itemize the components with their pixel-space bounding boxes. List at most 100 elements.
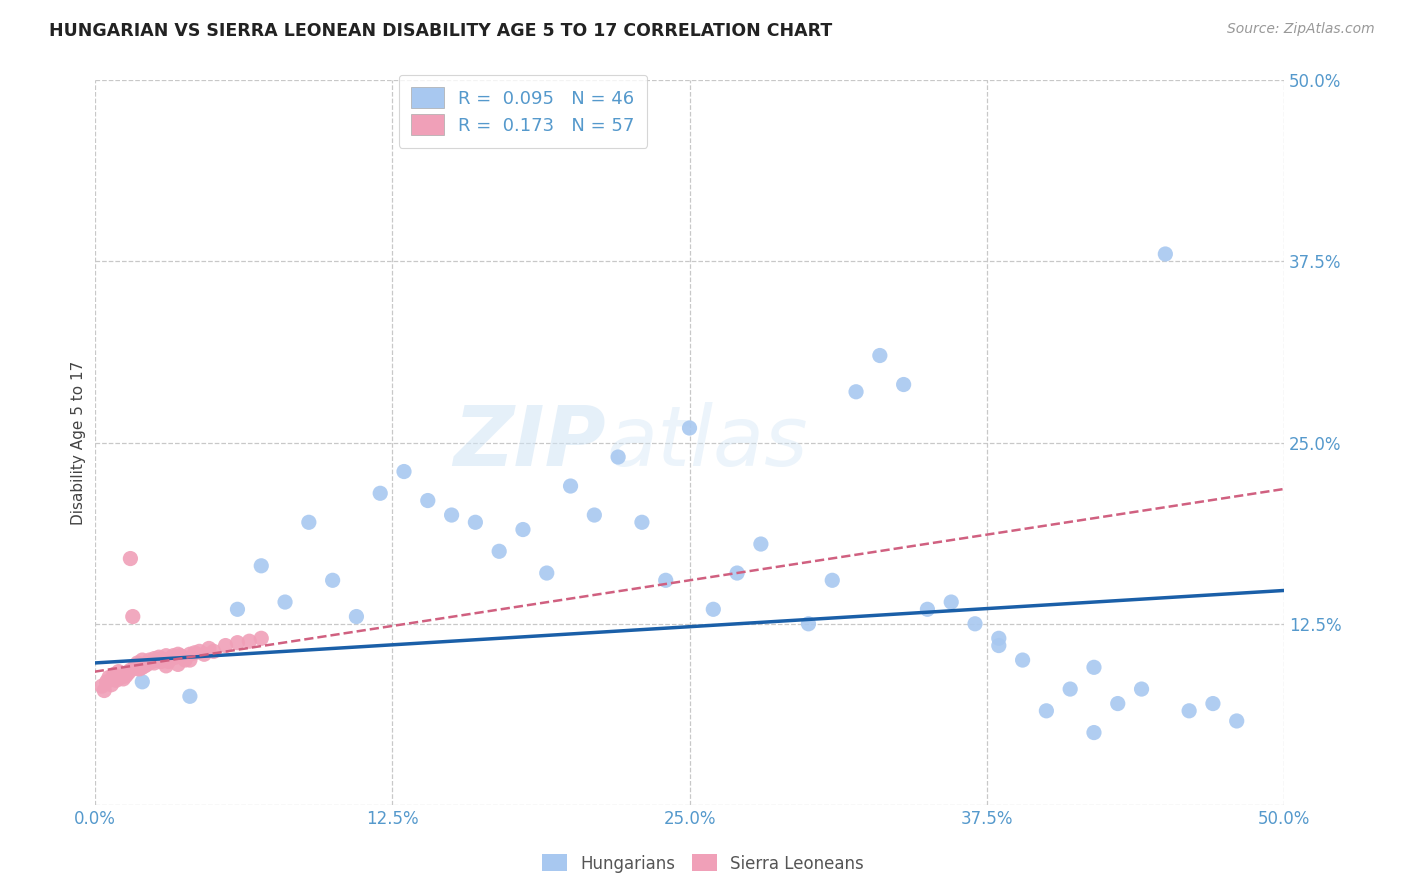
Point (963, 616, 986, 631)
Point (238, 634, 260, 648)
Point (155, 648, 177, 663)
Point (105, 673, 128, 688)
Point (1083, 660, 1105, 674)
Point (120, 551, 142, 566)
Point (725, 566, 748, 580)
Point (127, 656, 149, 670)
Point (148, 650, 170, 665)
Point (169, 648, 191, 663)
Point (1226, 714, 1249, 728)
Point (893, 377, 915, 392)
Point (250, 632, 273, 646)
Point (174, 653, 197, 667)
Point (869, 349, 891, 363)
Point (121, 609, 143, 624)
Point (143, 656, 166, 670)
Point (987, 632, 1010, 646)
Point (129, 662, 152, 676)
Text: Source: ZipAtlas.com: Source: ZipAtlas.com (1227, 22, 1375, 37)
Point (90, 679, 112, 693)
Point (131, 674, 153, 689)
Point (678, 421, 700, 435)
Point (368, 486, 391, 500)
Point (167, 657, 190, 672)
Point (107, 665, 129, 679)
Point (167, 647, 190, 661)
Point (749, 537, 772, 551)
Point (987, 639, 1010, 653)
Point (172, 650, 194, 665)
Point (1083, 725, 1105, 739)
Point (1011, 653, 1033, 667)
Point (346, 609, 368, 624)
Point (941, 595, 963, 609)
Point (131, 660, 153, 674)
Point (193, 647, 215, 661)
Point (143, 651, 166, 665)
Point (845, 384, 868, 399)
Y-axis label: Disability Age 5 to 17: Disability Age 5 to 17 (72, 360, 86, 524)
Point (1178, 704, 1201, 718)
Point (607, 450, 630, 464)
Point (157, 655, 180, 669)
Point (1059, 681, 1081, 696)
Point (631, 516, 654, 530)
Point (298, 516, 321, 530)
Point (560, 479, 582, 493)
Point (98, 670, 121, 684)
Point (179, 647, 201, 661)
Point (188, 644, 211, 658)
Point (127, 662, 149, 676)
Text: ZIP: ZIP (454, 402, 606, 483)
Point (136, 657, 159, 672)
Point (96, 674, 118, 689)
Point (226, 635, 249, 649)
Point (488, 544, 510, 558)
Point (416, 493, 439, 508)
Text: HUNGARIAN VS SIERRA LEONEAN DISABILITY AGE 5 TO 17 CORRELATION CHART: HUNGARIAN VS SIERRA LEONEAN DISABILITY A… (49, 22, 832, 40)
Point (114, 669, 136, 683)
Point (124, 658, 146, 673)
Legend: R =  0.095   N = 46, R =  0.173   N = 57: R = 0.095 N = 46, R = 0.173 N = 57 (399, 75, 647, 148)
Point (654, 574, 676, 588)
Point (322, 574, 344, 588)
Point (160, 651, 183, 665)
Point (138, 653, 160, 667)
Point (107, 670, 129, 684)
Point (536, 566, 558, 580)
Point (162, 648, 184, 663)
Point (1035, 704, 1057, 718)
Point (155, 658, 177, 673)
Text: atlas: atlas (606, 402, 808, 483)
Point (131, 653, 153, 667)
Point (202, 644, 225, 658)
Legend: Hungarians, Sierra Leoneans: Hungarians, Sierra Leoneans (536, 847, 870, 880)
Point (702, 602, 724, 616)
Point (165, 650, 187, 665)
Point (1130, 681, 1153, 696)
Point (821, 574, 844, 588)
Point (1154, 247, 1177, 261)
Point (226, 602, 249, 616)
Point (583, 508, 606, 522)
Point (1107, 697, 1129, 711)
Point (917, 602, 939, 616)
Point (120, 663, 142, 677)
Point (198, 641, 221, 656)
Point (214, 639, 236, 653)
Point (512, 523, 534, 537)
Point (464, 516, 486, 530)
Point (797, 616, 820, 631)
Point (112, 672, 135, 686)
Point (134, 658, 156, 673)
Point (1202, 697, 1225, 711)
Point (117, 666, 139, 681)
Point (110, 670, 132, 684)
Point (100, 678, 122, 692)
Point (150, 655, 173, 669)
Point (392, 465, 415, 479)
Point (114, 667, 136, 681)
Point (440, 508, 463, 522)
Point (136, 656, 159, 670)
Point (183, 646, 205, 660)
